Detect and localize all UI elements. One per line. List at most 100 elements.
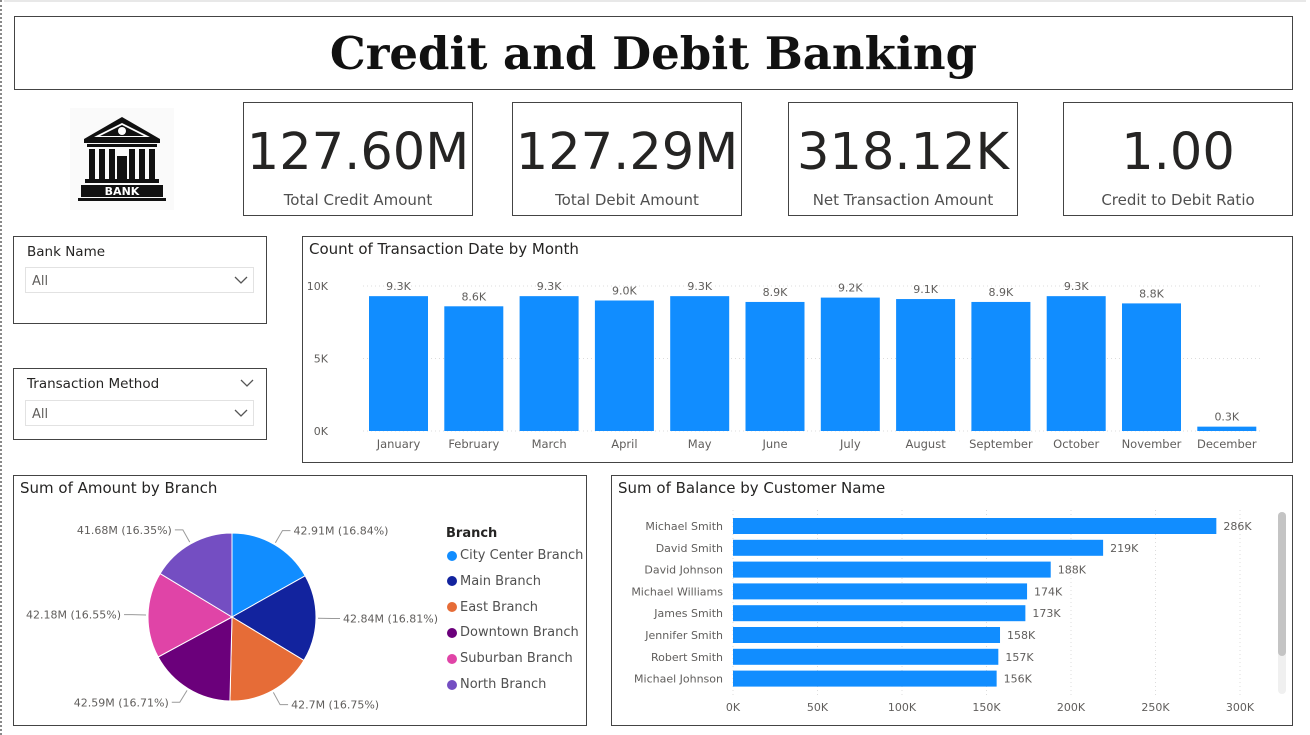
leader-line [171, 690, 188, 703]
bar [733, 583, 1028, 600]
bar [733, 670, 997, 687]
customer-bar-svg: 0K 50K 100K 150K 200K 250K 300K Michael Smith 28… [631, 510, 1255, 714]
legend-label: City Center Branch [460, 548, 584, 563]
x-tick-label: April [611, 437, 637, 451]
y-tick-label: 5K [314, 353, 329, 366]
canvas-left-border [0, 0, 2, 735]
data-label: 8.6K [461, 290, 486, 303]
x-tick-label: March [532, 437, 567, 451]
legend-item[interactable]: Suburban Branch [447, 651, 573, 666]
data-label: 286K [1223, 520, 1252, 533]
x-tick-label: June [761, 437, 787, 451]
x-tick-label: August [905, 437, 946, 451]
x-tick-label: 50K [807, 701, 829, 714]
data-label: 42.18M (16.55%) [26, 609, 121, 622]
bar [733, 627, 1001, 643]
bar [733, 648, 999, 665]
legend-dot [447, 602, 457, 613]
branch-pie-svg: 42.91M (16.84%) 42.84M (16.81%) 42.7M (16.… [26, 524, 438, 712]
pie-slice [229, 616, 305, 702]
legend-item[interactable]: North Branch [447, 677, 546, 692]
monthly-bar-svg: 0K 5K 10K 9.3K January 8.6K February 9.3K March 9… [307, 280, 1263, 451]
customer-balance-chart: Sum of Balance by Customer Name 0K 50K 100… [611, 475, 1293, 726]
bank-name-dropdown[interactable]: All [25, 267, 254, 293]
kpi-value: 1.00 [1121, 123, 1235, 182]
bank-building-icon: BANK [70, 108, 174, 210]
pie-slice [157, 616, 233, 702]
kpi-label: Total Credit Amount [283, 191, 433, 209]
legend-dot [447, 550, 457, 561]
legend-dot [447, 679, 457, 690]
data-label: 42.7M (16.75%) [291, 699, 379, 712]
y-tick-label: 0K [314, 425, 329, 438]
legend-label: North Branch [460, 677, 547, 692]
kpi-card-credit-debit-ratio: 1.00 Credit to Debit Ratio [1063, 102, 1293, 216]
data-label: 42.84M (16.81%) [343, 612, 438, 625]
pie-slice [231, 532, 306, 618]
chart-title: Count of Transaction Date by Month [309, 240, 579, 258]
x-tick-label: January [376, 437, 421, 451]
bar [1122, 303, 1181, 431]
kpi-value: 127.29M [515, 123, 739, 182]
data-label: 9.2K [838, 282, 863, 295]
bank-logo: BANK [70, 108, 174, 210]
kpi-label: Total Debit Amount [555, 191, 699, 209]
y-tick-label: David Johnson [644, 564, 723, 577]
bar [369, 296, 428, 431]
kpi-card-net-transaction: 318.12K Net Transaction Amount [788, 102, 1018, 216]
kpi-label: Credit to Debit Ratio [1101, 191, 1255, 209]
transaction-method-dropdown[interactable]: All [25, 400, 254, 426]
dashboard-title-box: Credit and Debit Banking [14, 16, 1293, 90]
chevron-down-icon[interactable] [240, 379, 254, 387]
y-tick-label: Michael Smith [645, 520, 723, 533]
legend-title: Branch [446, 526, 498, 541]
leader-line [274, 530, 291, 544]
data-label: 158K [1007, 629, 1036, 642]
x-tick-label: 250K [1141, 701, 1170, 714]
data-label: 8.8K [1139, 287, 1164, 300]
chevron-down-icon [234, 409, 248, 417]
data-label: 8.9K [989, 286, 1014, 299]
y-tick-label: Jennifer Smith [644, 629, 723, 642]
legend-dot [447, 576, 457, 587]
pie-slice [159, 532, 233, 618]
legend-item[interactable]: City Center Branch [447, 548, 583, 563]
x-tick-label: November [1122, 437, 1182, 451]
chart-title: Sum of Balance by Customer Name [618, 479, 886, 497]
bank-name-slicer: Bank Name All [13, 236, 267, 324]
x-tick-label: May [688, 437, 712, 451]
data-label: 9.3K [1064, 280, 1089, 293]
dropdown-value: All [32, 407, 49, 422]
data-label: 42.91M (16.84%) [293, 525, 388, 538]
legend-item[interactable]: East Branch [447, 600, 538, 615]
data-label: 173K [1032, 607, 1061, 620]
legend-item[interactable]: Main Branch [447, 574, 541, 589]
x-tick-label: December [1197, 437, 1257, 451]
data-label: 41.68M (16.35%) [77, 524, 172, 537]
x-tick-label: October [1053, 437, 1099, 451]
data-label: 9.0K [612, 285, 637, 298]
leader-line [174, 529, 191, 543]
data-label: 42.59M (16.71%) [74, 696, 169, 709]
data-label: 174K [1034, 585, 1063, 598]
legend-dot [447, 653, 457, 664]
pie-slice [147, 572, 234, 658]
chart-scrollbar-thumb[interactable] [1278, 512, 1286, 656]
x-tick-label: 300K [1226, 701, 1255, 714]
y-tick-label: James Smith [653, 607, 723, 620]
bar [971, 301, 1031, 431]
logo-text: BANK [105, 185, 140, 198]
data-label: 157K [1005, 651, 1034, 664]
data-label: 188K [1058, 564, 1087, 577]
monthly-transactions-chart: Count of Transaction Date by Month 0K 5K 1… [302, 236, 1293, 463]
transaction-method-slicer: Transaction Method All [13, 368, 267, 440]
bar [1046, 296, 1106, 431]
dashboard-title: Credit and Debit Banking [329, 26, 978, 80]
legend-item[interactable]: Downtown Branch [447, 625, 579, 640]
bar [670, 296, 730, 431]
slicer-title: Transaction Method [27, 376, 160, 392]
data-label: 9.3K [386, 280, 411, 293]
y-tick-label: David Smith [656, 542, 723, 555]
x-tick-label: 150K [972, 701, 1001, 714]
data-label: 156K [1004, 673, 1033, 686]
